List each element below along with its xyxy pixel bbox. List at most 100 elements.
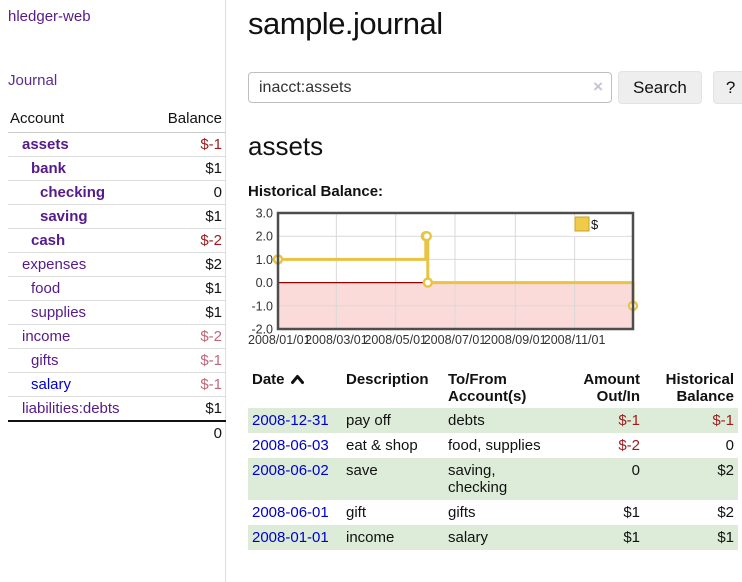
register-row: 2008-01-01 income salary $1 $1: [248, 525, 738, 550]
account-link[interactable]: supplies: [31, 304, 87, 321]
transaction-date-link[interactable]: 2008-06-01: [252, 504, 329, 521]
svg-text:2008/11/01: 2008/11/01: [544, 333, 606, 347]
date-column-header[interactable]: Date: [248, 368, 342, 408]
account-row: salary $-1: [8, 372, 226, 397]
search-button[interactable]: Search: [618, 71, 702, 104]
account-table-header: Account Balance: [8, 107, 226, 133]
svg-text:2.0: 2.0: [256, 230, 273, 244]
amount-column-header: Amount Out/In: [583, 371, 640, 405]
account-balance: $1: [205, 304, 222, 321]
transaction-date-link[interactable]: 2008-01-01: [252, 529, 329, 546]
transaction-accounts: gifts: [448, 504, 476, 521]
transaction-balance: $1: [717, 529, 734, 546]
transaction-description: gift: [346, 504, 367, 521]
brand-link[interactable]: hledger-web: [8, 8, 91, 25]
account-link[interactable]: salary: [31, 376, 72, 393]
register-table: Date Description To/From Account(s) Amou…: [248, 368, 738, 550]
transaction-date-link[interactable]: 2008-06-03: [252, 437, 329, 454]
account-balance: $-2: [200, 232, 222, 249]
account-row: supplies $1: [8, 300, 226, 325]
account-link[interactable]: expenses: [22, 256, 87, 273]
svg-text:2008/03/01: 2008/03/01: [305, 333, 368, 347]
transaction-date-link[interactable]: 2008-06-02: [252, 462, 329, 479]
accounts-column-header: To/From Account(s): [448, 371, 527, 405]
description-column-header: Description: [346, 371, 429, 388]
account-row: assets $-1: [8, 133, 226, 157]
transaction-balance: $-1: [712, 412, 734, 429]
account-row: gifts $-1: [8, 348, 226, 373]
transaction-description: save: [346, 462, 378, 479]
svg-text:2008/09/01: 2008/09/01: [484, 333, 547, 347]
account-row: checking 0: [8, 180, 226, 205]
search-form: × Search ?: [248, 71, 742, 104]
account-row: expenses $2: [8, 252, 226, 277]
transaction-amount: 0: [631, 462, 640, 479]
transaction-amount: $-1: [618, 412, 640, 429]
sidebar-total-value: 0: [150, 420, 226, 445]
transaction-balance: 0: [725, 437, 734, 454]
transaction-accounts: saving, checking: [448, 462, 508, 496]
svg-text:2008/07/01: 2008/07/01: [424, 333, 487, 347]
account-link[interactable]: liabilities:debts: [22, 400, 120, 417]
clear-search-icon[interactable]: ×: [593, 77, 603, 96]
svg-text:1.0: 1.0: [256, 253, 273, 267]
account-link[interactable]: gifts: [31, 352, 59, 369]
transaction-description: income: [346, 529, 395, 546]
account-balance: $-1: [200, 136, 222, 153]
account-row: bank $1: [8, 156, 226, 181]
account-balance: $2: [205, 256, 222, 273]
svg-text:2008/05/01: 2008/05/01: [364, 333, 427, 347]
account-balance: $-1: [200, 352, 222, 369]
account-link[interactable]: assets: [22, 136, 69, 153]
main-content: sample.journal × Search ? assets Histori…: [226, 0, 742, 582]
sort-ascending-icon: [290, 372, 305, 389]
historical-balance-chart[interactable]: $3.0 2.0 1.0 0.0 -1.0 -2.0 2008/01/01 2008/03/0…: [248, 206, 742, 356]
transaction-amount: $1: [623, 529, 640, 546]
register-row: 2008-06-03 eat & shop food, supplies $-2 0: [248, 433, 738, 458]
account-balance: $-1: [200, 376, 222, 393]
balance-column-header: Balance: [150, 107, 226, 133]
account-link[interactable]: bank: [31, 160, 67, 177]
search-input[interactable]: [248, 72, 612, 103]
account-column-header: Account: [8, 107, 151, 133]
account-row: cash $-2: [8, 228, 226, 253]
transaction-date-link[interactable]: 2008-12-31: [252, 412, 329, 429]
account-row: saving $1: [8, 204, 226, 229]
page-title: sample.journal: [248, 6, 443, 41]
balance-column-header-main: Historical Balance: [665, 371, 734, 405]
account-balance: $-2: [200, 328, 222, 345]
sidebar-item-journal[interactable]: Journal: [8, 72, 58, 89]
account-row: income $-2: [8, 324, 226, 349]
account-link[interactable]: cash: [31, 232, 66, 249]
transaction-balance: $2: [717, 504, 734, 521]
help-button[interactable]: ?: [712, 71, 742, 104]
transaction-accounts: food, supplies: [448, 437, 541, 454]
account-row: liabilities:debts $1: [8, 396, 226, 422]
account-balance-table: Account Balance assets $-1 bank $1 checking 0…: [8, 107, 226, 445]
svg-text:$: $: [591, 217, 599, 232]
account-link[interactable]: checking: [40, 184, 106, 201]
sidebar: hledger-web Journal Account Balance asse…: [0, 0, 226, 582]
account-balance: $1: [205, 208, 222, 225]
svg-text:3.0: 3.0: [256, 207, 273, 221]
account-balance: 0: [213, 184, 222, 201]
transaction-description: pay off: [346, 412, 391, 429]
account-row: food $1: [8, 276, 226, 301]
register-row: 2008-06-02 save saving, checking 0 $2: [248, 458, 738, 500]
transaction-amount: $1: [623, 504, 640, 521]
transaction-accounts: debts: [448, 412, 485, 429]
sidebar-total-row: 0: [8, 420, 226, 445]
account-link[interactable]: food: [31, 280, 61, 297]
transaction-description: eat & shop: [346, 437, 418, 454]
register-header-row: Date Description To/From Account(s) Amou…: [248, 368, 738, 408]
account-link[interactable]: saving: [40, 208, 88, 225]
account-link[interactable]: income: [22, 328, 71, 345]
svg-text:0.0: 0.0: [256, 276, 273, 290]
register-row: 2008-12-31 pay off debts $-1 $-1: [248, 408, 738, 433]
chart-label: Historical Balance:: [248, 183, 384, 200]
account-balance: $1: [205, 160, 222, 177]
svg-text:-1.0: -1.0: [251, 299, 273, 313]
svg-text:2008/01/01: 2008/01/01: [248, 333, 311, 347]
register-row: 2008-06-01 gift gifts $1 $2: [248, 500, 738, 525]
